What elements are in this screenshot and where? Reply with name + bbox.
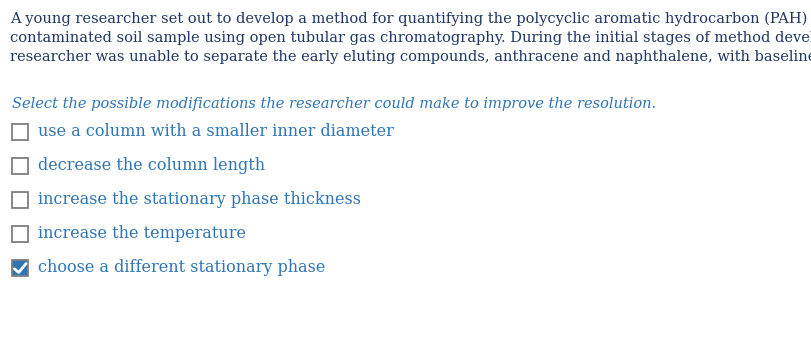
FancyBboxPatch shape (12, 158, 28, 174)
FancyBboxPatch shape (12, 226, 28, 242)
FancyBboxPatch shape (12, 124, 28, 140)
Text: choose a different stationary phase: choose a different stationary phase (38, 260, 325, 277)
Text: contaminated soil sample using open tubular gas chromatography. During the initi: contaminated soil sample using open tubu… (10, 31, 811, 45)
Text: researcher was unable to separate the early eluting compounds, anthracene and na: researcher was unable to separate the ea… (10, 50, 811, 64)
Text: A young researcher set out to develop a method for quantifying the polycyclic ar: A young researcher set out to develop a … (10, 12, 811, 26)
Text: use a column with a smaller inner diameter: use a column with a smaller inner diamet… (38, 124, 394, 141)
FancyBboxPatch shape (12, 260, 28, 276)
Text: increase the stationary phase thickness: increase the stationary phase thickness (38, 192, 361, 209)
Text: decrease the column length: decrease the column length (38, 157, 265, 174)
Text: Select the possible modifications the researcher could make to improve the resol: Select the possible modifications the re… (12, 97, 656, 111)
Text: increase the temperature: increase the temperature (38, 225, 246, 242)
FancyBboxPatch shape (12, 192, 28, 208)
